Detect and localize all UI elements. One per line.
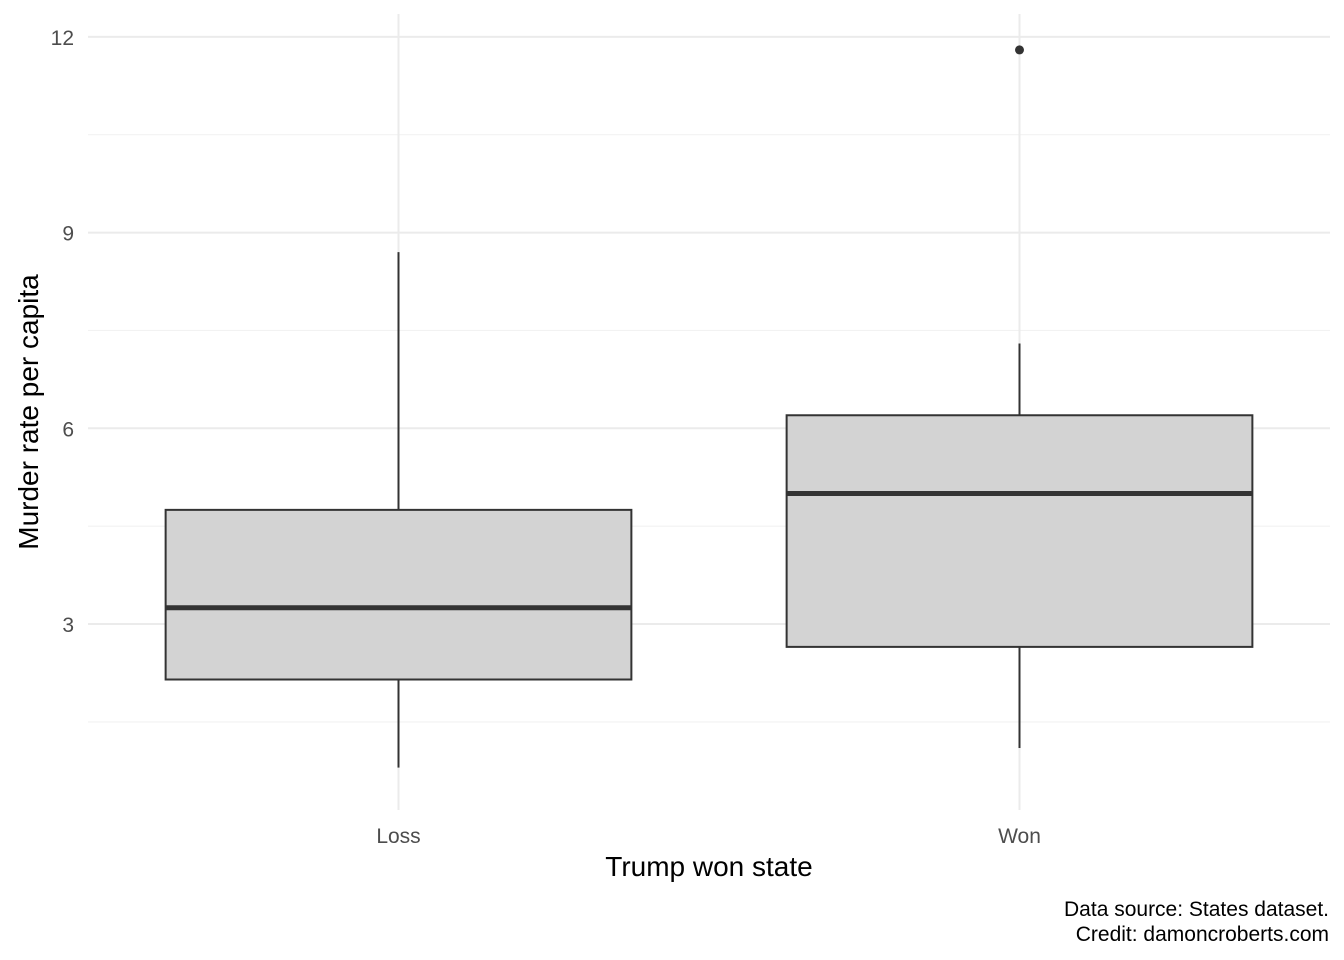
caption-source: Data source: States dataset. <box>1064 898 1329 921</box>
box-won <box>785 45 1254 749</box>
outlier-point <box>1015 45 1024 55</box>
box-body <box>164 508 633 681</box>
tick-labels: 3 6 9 12 Loss Won <box>51 27 1041 848</box>
boxes <box>164 45 1254 768</box>
x-tick-label: Won <box>998 825 1041 848</box>
y-axis-title: Murder rate per capita <box>13 274 44 550</box>
grid <box>88 14 1330 810</box>
box-loss <box>164 252 633 768</box>
x-tick-label: Loss <box>376 825 420 848</box>
y-tick-label: 3 <box>62 614 74 637</box>
x-axis-title: Trump won state <box>605 851 812 882</box>
y-tick-label: 12 <box>51 27 74 50</box>
box-body <box>785 414 1254 648</box>
y-tick-label: 6 <box>62 418 74 441</box>
y-tick-label: 9 <box>62 223 74 246</box>
caption-credit: Credit: damoncroberts.com <box>1076 923 1329 946</box>
